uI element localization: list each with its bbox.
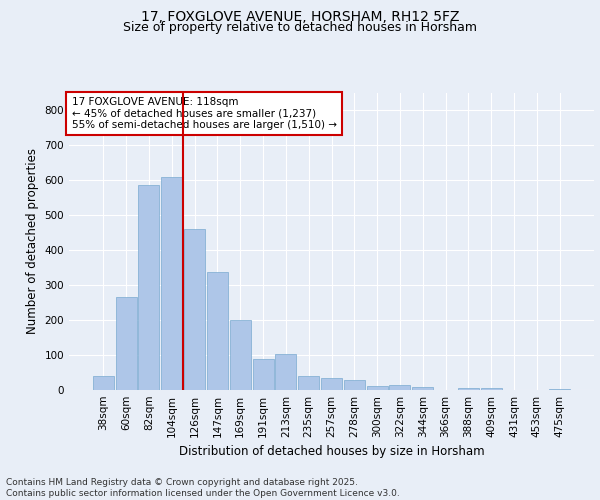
Text: 17 FOXGLOVE AVENUE: 118sqm
← 45% of detached houses are smaller (1,237)
55% of s: 17 FOXGLOVE AVENUE: 118sqm ← 45% of deta… (71, 97, 337, 130)
Bar (116, 297, 137, 390)
Bar (93, 376, 114, 390)
Bar (389, 385, 410, 390)
Bar (161, 176, 182, 390)
Bar (344, 380, 365, 390)
Text: Size of property relative to detached houses in Horsham: Size of property relative to detached ho… (123, 22, 477, 35)
X-axis label: Distribution of detached houses by size in Horsham: Distribution of detached houses by size … (179, 446, 484, 458)
Bar (481, 388, 502, 390)
Bar (253, 358, 274, 390)
Bar (367, 386, 388, 390)
Text: Contains HM Land Registry data © Crown copyright and database right 2025.
Contai: Contains HM Land Registry data © Crown c… (6, 478, 400, 498)
Bar (549, 389, 570, 390)
Y-axis label: Number of detached properties: Number of detached properties (26, 148, 39, 334)
Bar (139, 185, 160, 390)
Bar (412, 386, 433, 390)
Text: 17, FOXGLOVE AVENUE, HORSHAM, RH12 5FZ: 17, FOXGLOVE AVENUE, HORSHAM, RH12 5FZ (141, 10, 459, 24)
Bar (275, 354, 296, 390)
Bar (207, 272, 228, 390)
Bar (321, 378, 342, 390)
Bar (458, 388, 479, 390)
Bar (298, 376, 319, 390)
Bar (184, 229, 205, 390)
Bar (230, 320, 251, 390)
